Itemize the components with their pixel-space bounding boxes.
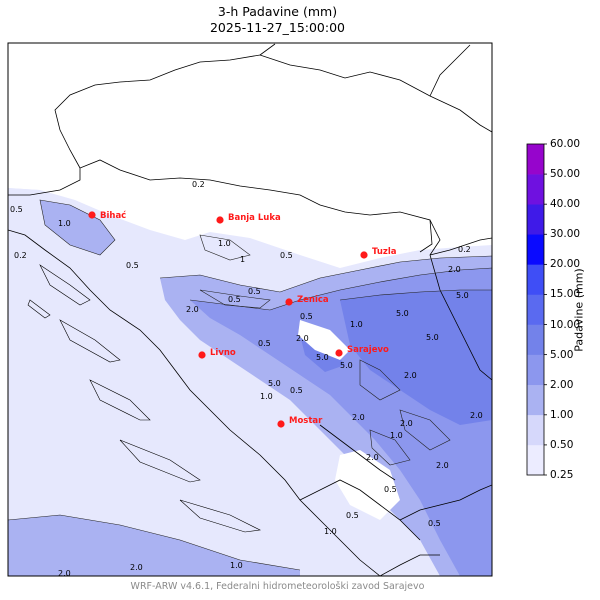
contour-label: 0.2 <box>192 180 205 189</box>
colorbar-segment <box>527 294 544 325</box>
contour-label: 0.5 <box>300 312 313 321</box>
contour-label: 5.0 <box>268 379 281 388</box>
contour-label: 5.0 <box>316 353 329 362</box>
colorbar-tick-label: 10.00 <box>550 318 581 331</box>
colorbar-frame <box>526 143 545 476</box>
contour-label: 5.0 <box>396 309 409 318</box>
city-livno[interactable]: Livno <box>198 348 236 359</box>
colorbar-segment <box>527 444 544 476</box>
contour-label: 1.0 <box>324 527 337 536</box>
city-zenica[interactable]: Zenica <box>285 295 329 306</box>
contour-label: 2.0 <box>470 411 483 420</box>
city-mostar[interactable]: Mostar <box>277 416 323 428</box>
contour-label: 0.5 <box>290 386 303 395</box>
colorbar-segment <box>527 354 544 386</box>
islands <box>27 264 262 533</box>
colorbar-segment <box>527 174 544 205</box>
colorbar-segment <box>527 144 544 175</box>
svg-text:Zenica: Zenica <box>297 295 329 305</box>
colorbar-label: Padavine (mm) <box>572 268 586 352</box>
contour-label: 0.5 <box>258 339 271 348</box>
contour-label: 0.2 <box>14 251 27 260</box>
contour-label: 0.5 <box>228 295 241 304</box>
contour-label: 2.0 <box>366 453 379 462</box>
svg-text:Livno: Livno <box>210 348 236 358</box>
contour-label: 0.5 <box>384 485 397 494</box>
contour-label: 5.0 <box>456 291 469 300</box>
contour-label: 0.5 <box>346 511 359 520</box>
contour-label: 2.0 <box>186 305 199 314</box>
contour-label: 0.2 <box>458 245 471 254</box>
contour-label: 1.0 <box>350 320 363 329</box>
contour-label: 1 <box>240 255 245 264</box>
map-timestamp: 2025-11-27_15:00:00 <box>209 20 346 35</box>
contour-label: 2.0 <box>296 334 309 343</box>
contour-label: 1.0 <box>390 431 403 440</box>
svg-text:Banja Luka: Banja Luka <box>228 213 281 223</box>
contour-label: 1.0 <box>218 239 231 248</box>
city-markers: Bihać Banja Luka Tuzla Zenica Sarajevo L… <box>88 210 397 428</box>
contour-lines <box>8 199 492 571</box>
colorbar-segment <box>527 324 544 355</box>
colorbar-tick-label: 0.25 <box>550 469 574 481</box>
contour-label: 1.0 <box>230 561 243 570</box>
contour-labels: 0.2 0.5 1.0 1 0.5 0.5 0.2 2.0 1.0 0.5 2.… <box>10 180 483 578</box>
svg-text:Tuzla: Tuzla <box>372 247 397 257</box>
contour-label: 5.0 <box>340 361 353 370</box>
contour-label: 2.0 <box>58 569 71 578</box>
contour-label: 2.0 <box>404 371 417 380</box>
colorbar-segment <box>527 264 544 295</box>
contour-label: 2.0 <box>436 461 449 470</box>
contour-label: 5.0 <box>426 333 439 342</box>
city-banja-luka[interactable]: Banja Luka <box>216 213 281 224</box>
contour-label: 0.5 <box>126 261 139 270</box>
colorbar-tick-label: 5.00 <box>550 348 574 361</box>
colorbar-tick-label: 0.50 <box>550 438 574 451</box>
svg-text:Bihać: Bihać <box>100 210 126 221</box>
contour-label: 2.0 <box>400 419 413 428</box>
colorbar-tick-label: 30.00 <box>550 228 581 241</box>
contour-label: 1.0 <box>260 392 273 401</box>
contour-label: 2.0 <box>448 265 461 274</box>
colorbar-tick-label: 60.00 <box>550 138 581 150</box>
contour-label: 0.5 <box>10 205 23 214</box>
svg-text:Sarajevo: Sarajevo <box>347 345 389 355</box>
svg-text:Mostar: Mostar <box>289 416 323 426</box>
contour-label: 0.5 <box>428 519 441 528</box>
colorbar-tick-label: 2.00 <box>550 378 574 391</box>
colorbar-segment <box>527 234 544 265</box>
colorbar-segment <box>527 204 544 235</box>
map-frame <box>7 42 493 577</box>
city-bihac[interactable]: Bihać <box>88 210 126 221</box>
contour-label: 1.0 <box>58 219 71 228</box>
city-tuzla[interactable]: Tuzla <box>360 247 397 259</box>
colorbar-segment <box>527 384 544 416</box>
city-sarajevo[interactable]: Sarajevo <box>335 345 389 357</box>
country-borders <box>8 43 492 576</box>
colorbar-tick-label: 20.00 <box>550 258 581 271</box>
colorbar-tick-label: 40.00 <box>550 198 581 211</box>
map-title: 3-h Padavine (mm) <box>217 4 338 19</box>
contour-label: 0.5 <box>248 287 261 296</box>
colorbar-tick-label: 50.00 <box>550 168 581 181</box>
colorbar-segment <box>527 414 544 446</box>
contour-label: 2.0 <box>352 413 365 422</box>
footer-credit: WRF-ARW v4.6.1, Federalni hidrometeorolo… <box>130 581 425 592</box>
colorbar <box>526 143 547 476</box>
contour-label: 0.5 <box>280 251 293 260</box>
contour-label: 2.0 <box>130 563 143 572</box>
colorbar-tick-label: 15.00 <box>550 288 581 301</box>
colorbar-tick-label: 1.00 <box>550 408 574 421</box>
dry-area <box>298 320 400 520</box>
